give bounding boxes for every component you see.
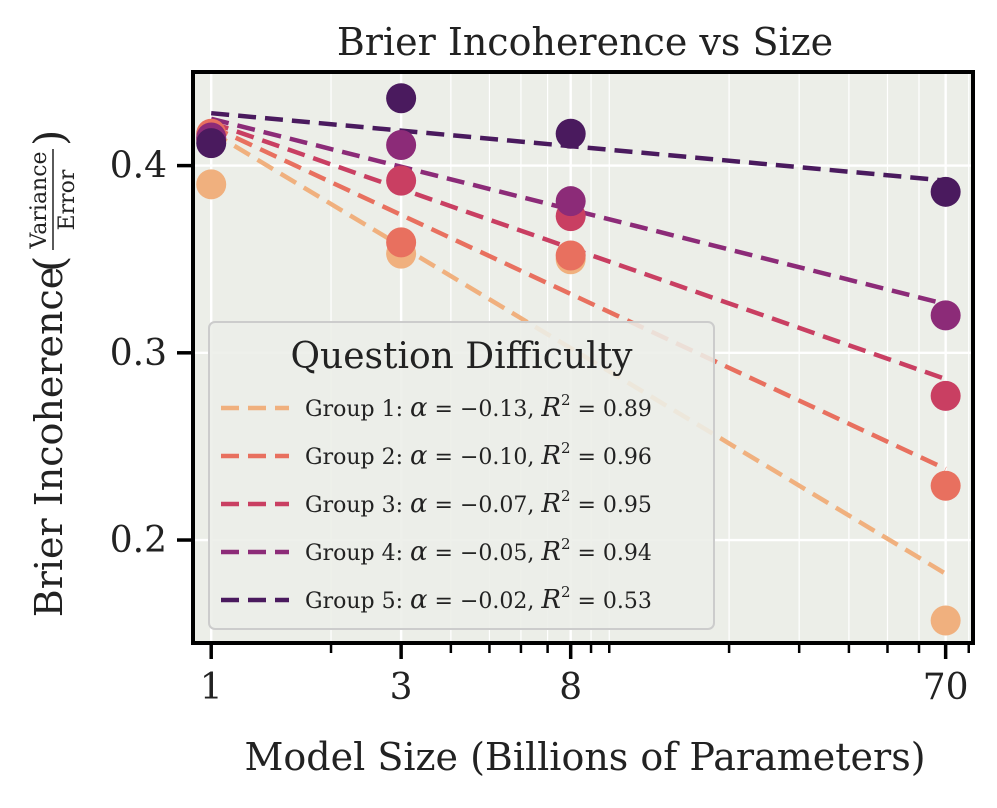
x-tick-label: 70	[923, 667, 969, 708]
data-point-group-4	[555, 186, 586, 217]
data-point-group-5	[386, 83, 417, 114]
data-point-group-4	[386, 130, 417, 161]
data-point-group-5	[555, 118, 586, 149]
y-tick-label: 0.2	[110, 520, 167, 561]
legend-label-group-5: Group 5: α = −0.02, R2 = 0.53	[305, 583, 652, 615]
chart-title: Brier Incoherence vs Size	[337, 20, 833, 64]
data-point-group-3	[930, 380, 961, 411]
x-tick-label: 8	[559, 667, 582, 708]
data-point-group-2	[386, 227, 417, 258]
x-tick-label: 3	[390, 667, 413, 708]
y-axis-label-paren-open: (	[25, 256, 74, 272]
data-point-group-4	[930, 300, 961, 331]
data-point-group-5	[930, 176, 961, 207]
legend-label-group-1: Group 1: α = −0.13, R2 = 0.89	[305, 391, 652, 423]
y-tick-label: 0.3	[110, 333, 167, 374]
legend-label-group-2: Group 2: α = −0.10, R2 = 0.96	[305, 439, 652, 471]
y-axis-label-main: Brier Incoherence	[27, 267, 71, 617]
legend-label-group-4: Group 4: α = −0.05, R2 = 0.94	[305, 535, 652, 567]
fit-line-group-5	[211, 110, 946, 183]
data-point-group-5	[196, 128, 227, 159]
x-tick-label: 1	[200, 667, 223, 708]
legend-box	[208, 321, 715, 630]
data-point-group-3	[386, 165, 417, 196]
data-point-group-2	[555, 240, 586, 271]
data-point-group-1	[196, 169, 227, 200]
y-axis-label-numerator: Variance	[27, 151, 52, 249]
y-axis-label-denominator: Error	[55, 169, 80, 230]
fit-line-group-1	[210, 129, 947, 576]
fit-line-group-2	[210, 124, 947, 471]
x-axis-label: Model Size (Billions of Parameters)	[244, 735, 925, 779]
legend-label-group-3: Group 3: α = −0.07, R2 = 0.95	[305, 487, 652, 519]
data-point-group-1	[930, 605, 961, 636]
y-tick-label: 0.4	[110, 146, 167, 187]
data-point-group-2	[930, 470, 961, 501]
y-axis-label-paren-close: )	[25, 130, 74, 146]
y-axis-label: Brier Incoherence ( Variance Error )	[25, 130, 80, 618]
plot-frame	[191, 70, 975, 645]
legend-title: Question Difficulty	[291, 336, 634, 377]
